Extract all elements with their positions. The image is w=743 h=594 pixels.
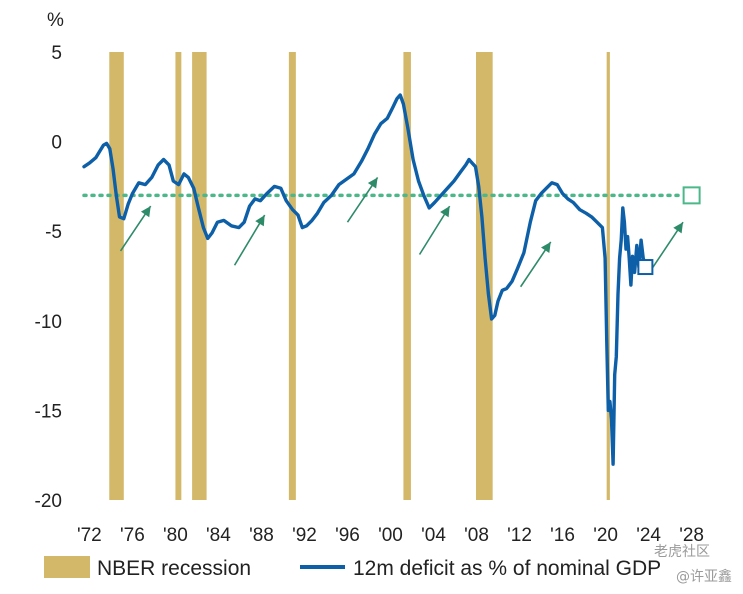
y-tick-label: 5 [51,43,62,64]
recession-band [192,52,207,500]
x-tick-label: '28 [679,525,704,546]
recession-bands [109,52,610,500]
x-tick-label: '80 [163,525,188,546]
recession-band [175,52,182,500]
x-tick-label: '08 [464,525,489,546]
recession-band [288,52,296,500]
x-tick-label: '12 [507,525,532,546]
trend-arrow-head [541,241,551,254]
legend-label-recession: NBER recession [97,557,251,580]
arrows-group [119,176,684,288]
x-tick-label: '72 [77,525,102,546]
trend-arrow [418,205,451,255]
recession-band [475,52,493,500]
x-tick-label: '88 [249,525,274,546]
y-tick-label: -15 [35,401,62,422]
y-tick-label: -20 [35,491,62,512]
recession-band [403,52,411,500]
trend-arrow-head [140,206,151,218]
x-tick-label: '00 [378,525,403,546]
x-tick-label: '16 [550,525,575,546]
markers-group [637,186,701,276]
legend: NBER recession 12m deficit as % of nomin… [44,556,661,580]
watermark-line1: 老虎社区 [654,544,710,560]
latest-value-marker [637,259,654,276]
unit-label: % [47,10,64,31]
trend-arrow [519,241,552,288]
x-tick-label: '24 [636,525,661,546]
trend-arrow [233,214,266,266]
recession-band [606,52,610,500]
watermark-line2: @许亚鑫 [676,568,732,585]
trend-arrow-head [440,206,450,218]
projection-marker [682,186,701,205]
y-tick-label: -5 [45,222,62,243]
x-tick-label: '76 [120,525,145,546]
x-tick-label: '20 [593,525,618,546]
trend-arrow [346,176,379,223]
y-tick-label: -10 [35,312,62,333]
y-axis: 5 0 -5 -10 -15 -20 [35,43,62,512]
x-tick-label: '84 [206,525,231,546]
series-group [82,93,648,466]
deficit-series-line [82,93,648,466]
x-tick-label: '92 [292,525,317,546]
recession-band [109,52,124,500]
watermark: 老虎社区 @许亚鑫 [654,544,732,585]
x-axis: '72 '76 '80 '84 '88 '92 '96 '00 '04 '08 '12 '16 '20 '… [77,525,704,546]
x-tick-label: '04 [421,525,446,546]
trend-arrow [119,205,152,252]
trend-arrow-head [367,177,378,189]
x-tick-label: '96 [335,525,360,546]
trend-arrow [651,221,684,270]
legend-label-deficit: 12m deficit as % of nominal GDP [353,557,661,580]
trend-arrow-head [255,215,265,227]
y-tick-label: 0 [51,133,62,154]
trend-arrow-head [673,222,684,234]
legend-swatch-recession [44,556,90,578]
